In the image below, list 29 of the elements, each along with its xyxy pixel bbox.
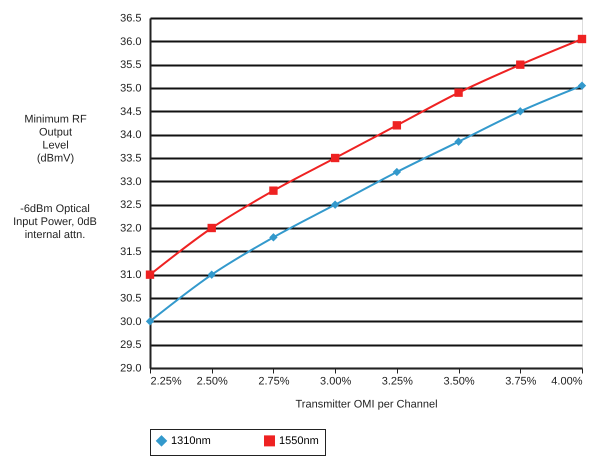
y-tick-label: 29.0: [120, 362, 142, 374]
y-tick-label: 30.5: [120, 292, 142, 304]
legend-label: 1550nm: [279, 434, 319, 447]
y-tick-label: 36.5: [120, 12, 142, 24]
y-tick-label: 32.5: [120, 199, 142, 212]
y-tick-label: 30.0: [120, 316, 142, 328]
x-tick-label: 2.50%: [196, 376, 228, 388]
text: -6dBm Optical Input Power, 0dB internal attn.: [13, 203, 97, 241]
y-tick-label: 34.5: [120, 106, 142, 118]
x-tick-label: 3.75%: [505, 376, 537, 388]
x-axis-title: Transmitter OMI per Channel: [295, 398, 438, 410]
y-axis-title: Minimum RF Output Level (dBmV): [24, 114, 87, 164]
y-tick-label: 33.5: [120, 152, 142, 164]
y-tick-label: 34.0: [120, 129, 142, 142]
x-tick-label: 3.00%: [320, 376, 352, 388]
x-tick-label: 3.25%: [382, 376, 414, 388]
x-tick-label: 2.75%: [258, 376, 290, 388]
x-tick-label: 2.25%: [150, 376, 182, 388]
y-tick-label: 31.0: [120, 269, 142, 282]
y-tick-label: 35.0: [120, 82, 142, 94]
y-tick-label: 36.0: [120, 36, 142, 48]
y-tick-label: 31.5: [120, 246, 142, 258]
x-tick-label: 3.50%: [443, 376, 475, 388]
legend-label: 1310nm: [171, 434, 211, 447]
y-tick-label: 29.5: [120, 339, 142, 352]
y-tick-label: 32.0: [120, 222, 142, 234]
y-tick-label: 35.5: [120, 59, 142, 72]
x-tick-label: 4.00%: [551, 376, 583, 388]
y-tick-label: 33.0: [120, 176, 142, 188]
